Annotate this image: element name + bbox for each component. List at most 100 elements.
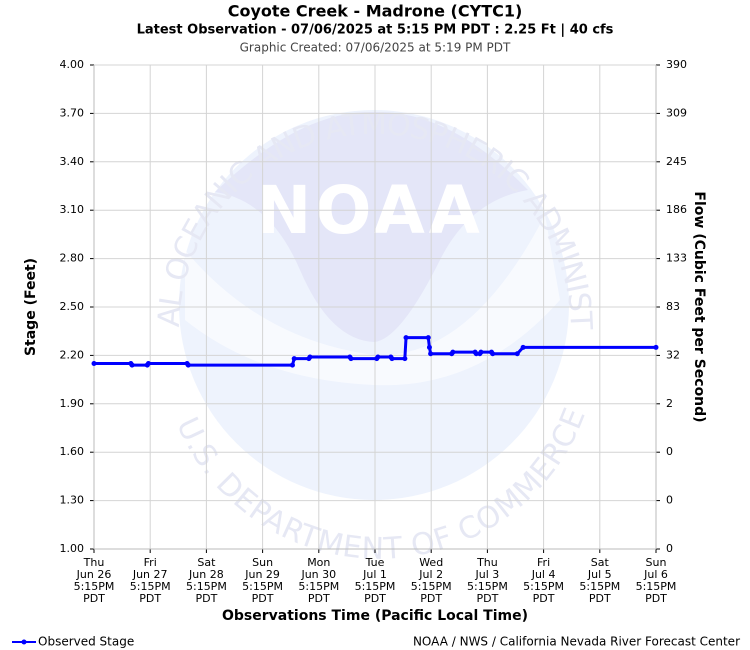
- created-note: Graphic Created: 07/06/2025 at 5:19 PM P…: [240, 41, 511, 55]
- watermark: NATIONAL OCEANIC AND ATMOSPHERIC ADMINIS…: [0, 0, 599, 566]
- x-tick-label: Fri: [537, 556, 550, 569]
- y2-tick-label: 0: [666, 494, 673, 507]
- y2-tick-label: 0: [666, 542, 673, 555]
- x-tick-label: 5:15PM: [523, 580, 564, 593]
- y-tick-label: 1.90: [60, 397, 85, 410]
- data-point: [145, 360, 151, 366]
- y-tick-label: 2.50: [60, 300, 85, 313]
- y2-tick-label: 390: [666, 58, 687, 71]
- data-point: [307, 354, 313, 360]
- data-point: [402, 356, 408, 362]
- x-tick-label: PDT: [645, 592, 667, 605]
- data-point: [389, 356, 395, 362]
- x-tick-label: Jul 2: [418, 568, 443, 581]
- x-tick-label: Jun 28: [188, 568, 224, 581]
- x-tick-label: Tue: [365, 556, 385, 569]
- y-tick-label: 4.00: [60, 58, 85, 71]
- data-point: [428, 351, 434, 357]
- data-point: [490, 351, 496, 357]
- footer: NOAA / NWS / California Nevada River For…: [413, 635, 740, 649]
- x-tick-label: 5:15PM: [130, 580, 171, 593]
- legend-marker: [21, 639, 27, 645]
- data-point: [348, 356, 354, 362]
- y-tick-label: 3.70: [60, 106, 85, 119]
- x-tick-label: 5:15PM: [411, 580, 452, 593]
- data-point: [375, 354, 381, 360]
- y2-tick-label: 133: [666, 252, 687, 265]
- x-tick-label: 5:15PM: [355, 580, 396, 593]
- x-tick-label: 5:15PM: [242, 580, 283, 593]
- y-tick-label: 1.60: [60, 445, 85, 458]
- data-point: [91, 360, 97, 366]
- x-tick-label: Sat: [591, 556, 610, 569]
- x-tick-label: Jun 26: [76, 568, 112, 581]
- y2-tick-label: 32: [666, 348, 680, 361]
- x-tick-label: Jul 6: [643, 568, 668, 581]
- data-point: [291, 356, 297, 362]
- data-point: [289, 362, 295, 368]
- y2-tick-label: 0: [666, 445, 673, 458]
- x-tick-label: Thu: [83, 556, 105, 569]
- x-tick-label: PDT: [364, 592, 386, 605]
- x-tick-label: Jul 5: [587, 568, 612, 581]
- y-tick-label: 1.30: [60, 494, 85, 507]
- y2-axis-title: Flow (Cubic Feet per Second): [691, 191, 707, 422]
- y-tick-label: 2.20: [60, 348, 85, 361]
- data-point: [514, 351, 520, 357]
- data-point: [478, 349, 484, 355]
- x-tick-label: PDT: [533, 592, 555, 605]
- x-tick-label: PDT: [476, 592, 498, 605]
- legend-label: Observed Stage: [38, 635, 134, 649]
- x-tick-label: Wed: [419, 556, 443, 569]
- x-tick-label: Thu: [476, 556, 498, 569]
- data-point: [473, 351, 479, 357]
- x-tick-label: 5:15PM: [186, 580, 227, 593]
- y-tick-label: 1.00: [60, 542, 85, 555]
- x-tick-label: PDT: [420, 592, 442, 605]
- x-tick-label: 5:15PM: [298, 580, 339, 593]
- data-point: [403, 335, 409, 341]
- x-tick-label: Fri: [144, 556, 157, 569]
- x-tick-label: PDT: [83, 592, 105, 605]
- x-tick-label: PDT: [252, 592, 274, 605]
- watermark-wave: [185, 215, 560, 386]
- data-point: [185, 362, 191, 368]
- data-point: [426, 344, 432, 350]
- x-tick-label: Sun: [252, 556, 273, 569]
- y2-tick-label: 2: [666, 397, 673, 410]
- x-tick-label: Mon: [307, 556, 330, 569]
- data-point: [653, 344, 659, 350]
- y2-tick-label: 309: [666, 106, 687, 119]
- x-tick-label: Jun 30: [300, 568, 336, 581]
- x-tick-label: 5:15PM: [636, 580, 677, 593]
- x-tick-label: Jul 1: [362, 568, 387, 581]
- x-tick-label: Sun: [646, 556, 667, 569]
- y-axis-title: Stage (Feet): [23, 258, 39, 356]
- data-point: [520, 344, 526, 350]
- x-tick-label: Jun 29: [244, 568, 280, 581]
- y2-tick-label: 245: [666, 155, 687, 168]
- x-tick-label: PDT: [195, 592, 217, 605]
- watermark-gull: [215, 111, 528, 342]
- x-tick-label: Jul 3: [475, 568, 500, 581]
- x-tick-label: Jun 27: [132, 568, 168, 581]
- y-tick-label: 3.10: [60, 203, 85, 216]
- data-point: [129, 362, 135, 368]
- x-tick-label: Sat: [197, 556, 216, 569]
- x-tick-label: PDT: [589, 592, 611, 605]
- x-tick-label: 5:15PM: [579, 580, 620, 593]
- y2-tick-label: 186: [666, 203, 687, 216]
- x-tick-label: Jul 4: [531, 568, 556, 581]
- data-point: [425, 335, 431, 341]
- x-tick-label: 5:15PM: [74, 580, 115, 593]
- y2-tick-label: 83: [666, 300, 680, 313]
- x-tick-label: PDT: [308, 592, 330, 605]
- x-tick-label: 5:15PM: [467, 580, 508, 593]
- y-tick-label: 2.80: [60, 252, 85, 265]
- y-tick-label: 3.40: [60, 155, 85, 168]
- chart-title: Coyote Creek - Madrone (CYTC1): [228, 2, 523, 21]
- chart-subtitle: Latest Observation - 07/06/2025 at 5:15 …: [137, 23, 614, 38]
- data-point: [450, 349, 456, 355]
- x-axis-title: Observations Time (Pacific Local Time): [222, 608, 528, 624]
